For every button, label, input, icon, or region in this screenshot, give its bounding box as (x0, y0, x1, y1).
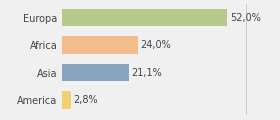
Bar (62, 64, 129, 81)
Text: 52,0%: 52,0% (230, 13, 261, 23)
Bar (62, 91, 71, 109)
Text: 24,0%: 24,0% (141, 40, 171, 50)
Text: 2,8%: 2,8% (73, 95, 98, 105)
Bar (62, 36, 138, 54)
Text: 21,1%: 21,1% (131, 68, 162, 78)
Bar (62, 9, 227, 27)
